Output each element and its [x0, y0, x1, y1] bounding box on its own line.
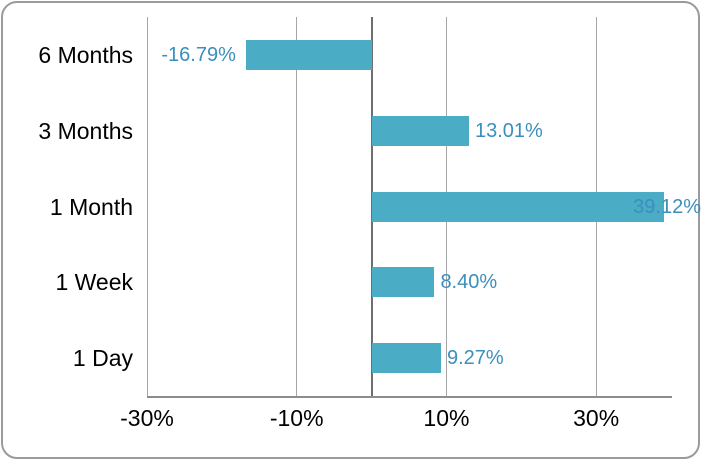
bar[interactable]	[245, 39, 372, 70]
category-axis: 6 Months 3 Months 1 Month 1 Week 1 Day	[3, 17, 133, 396]
x-tick-label: -30%	[120, 405, 174, 431]
plot-area: -16.79% 13.01% 39.12% 8.40% 9.27%	[146, 17, 701, 396]
x-tick-label: 10%	[423, 405, 470, 431]
bar[interactable]	[371, 343, 441, 374]
category-label: 1 Week	[55, 269, 133, 296]
bar-value-label: -16.79%	[161, 43, 236, 66]
bar-value-label: 8.40%	[440, 271, 498, 294]
value-axis: -30% -10% 10% 30%	[120, 404, 671, 434]
gridline	[146, 17, 148, 396]
bar[interactable]	[371, 191, 665, 222]
category-label: 1 Month	[49, 193, 133, 220]
chart-frame: -16.79% 13.01% 39.12% 8.40% 9.27% 6 Months 3 …	[1, 1, 701, 459]
x-tick-label: -10%	[269, 405, 324, 431]
bar-value-label: 13.01%	[474, 119, 543, 142]
x-axis-line	[147, 396, 672, 398]
bar[interactable]	[371, 267, 435, 298]
bar-value-label: 9.27%	[446, 347, 504, 370]
x-tick-label: 30%	[573, 405, 620, 431]
gridline	[296, 17, 298, 396]
category-label: 3 Months	[38, 117, 133, 144]
bar[interactable]	[371, 115, 469, 146]
category-label: 6 Months	[38, 41, 133, 68]
category-label: 1 Day	[72, 345, 133, 372]
bar-value-label: 39.12%	[633, 195, 701, 218]
